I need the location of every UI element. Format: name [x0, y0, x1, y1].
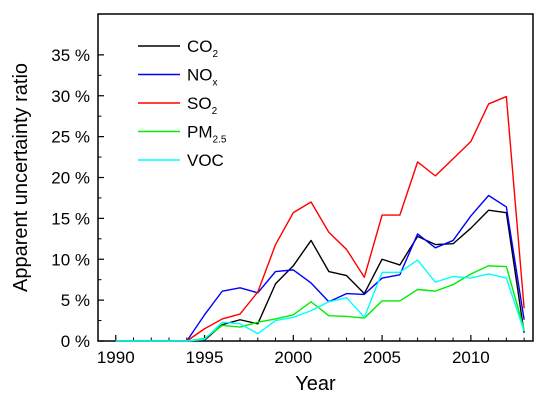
legend-label: NOx	[187, 66, 218, 89]
series-line-so2	[115, 95, 525, 342]
y-tick-label: 10 %	[51, 250, 90, 269]
series-line-voc	[115, 259, 525, 342]
y-tick-label: 30 %	[51, 87, 90, 106]
y-tick-label: 5 %	[61, 291, 90, 310]
y-tick-label: 20 %	[51, 169, 90, 188]
y-tick-label: 0 %	[61, 332, 90, 351]
x-tick-label: 1990	[97, 348, 135, 367]
plot-frame	[97, 13, 534, 342]
series-lines	[115, 95, 525, 342]
legend-label: CO2	[187, 37, 219, 60]
x-axis-ticks: 1990 1995 2000 2005 2010	[97, 335, 525, 367]
x-axis-title: Year	[295, 373, 336, 394]
x-tick-label: 2005	[363, 348, 401, 367]
y-tick-label: 15 %	[51, 209, 90, 228]
y-axis-ticks: 0 % 5 % 10 % 15 % 20 % 25 % 30 % 35 %	[51, 46, 104, 351]
y-axis-title: Apparent uncertainty ratio	[10, 63, 32, 292]
legend-label: VOC	[187, 151, 224, 170]
legend: CO2 NOx SO2 PM2.5 VOC	[138, 37, 227, 170]
x-tick-label: 2010	[452, 348, 490, 367]
x-tick-label: 1995	[186, 348, 224, 367]
x-tick-label: 2000	[274, 348, 312, 367]
y-tick-label: 35 %	[51, 46, 90, 65]
legend-label: SO2	[187, 94, 218, 117]
legend-label: PM2.5	[187, 123, 227, 146]
series-line-co2	[115, 209, 525, 342]
y-tick-label: 25 %	[51, 128, 90, 147]
